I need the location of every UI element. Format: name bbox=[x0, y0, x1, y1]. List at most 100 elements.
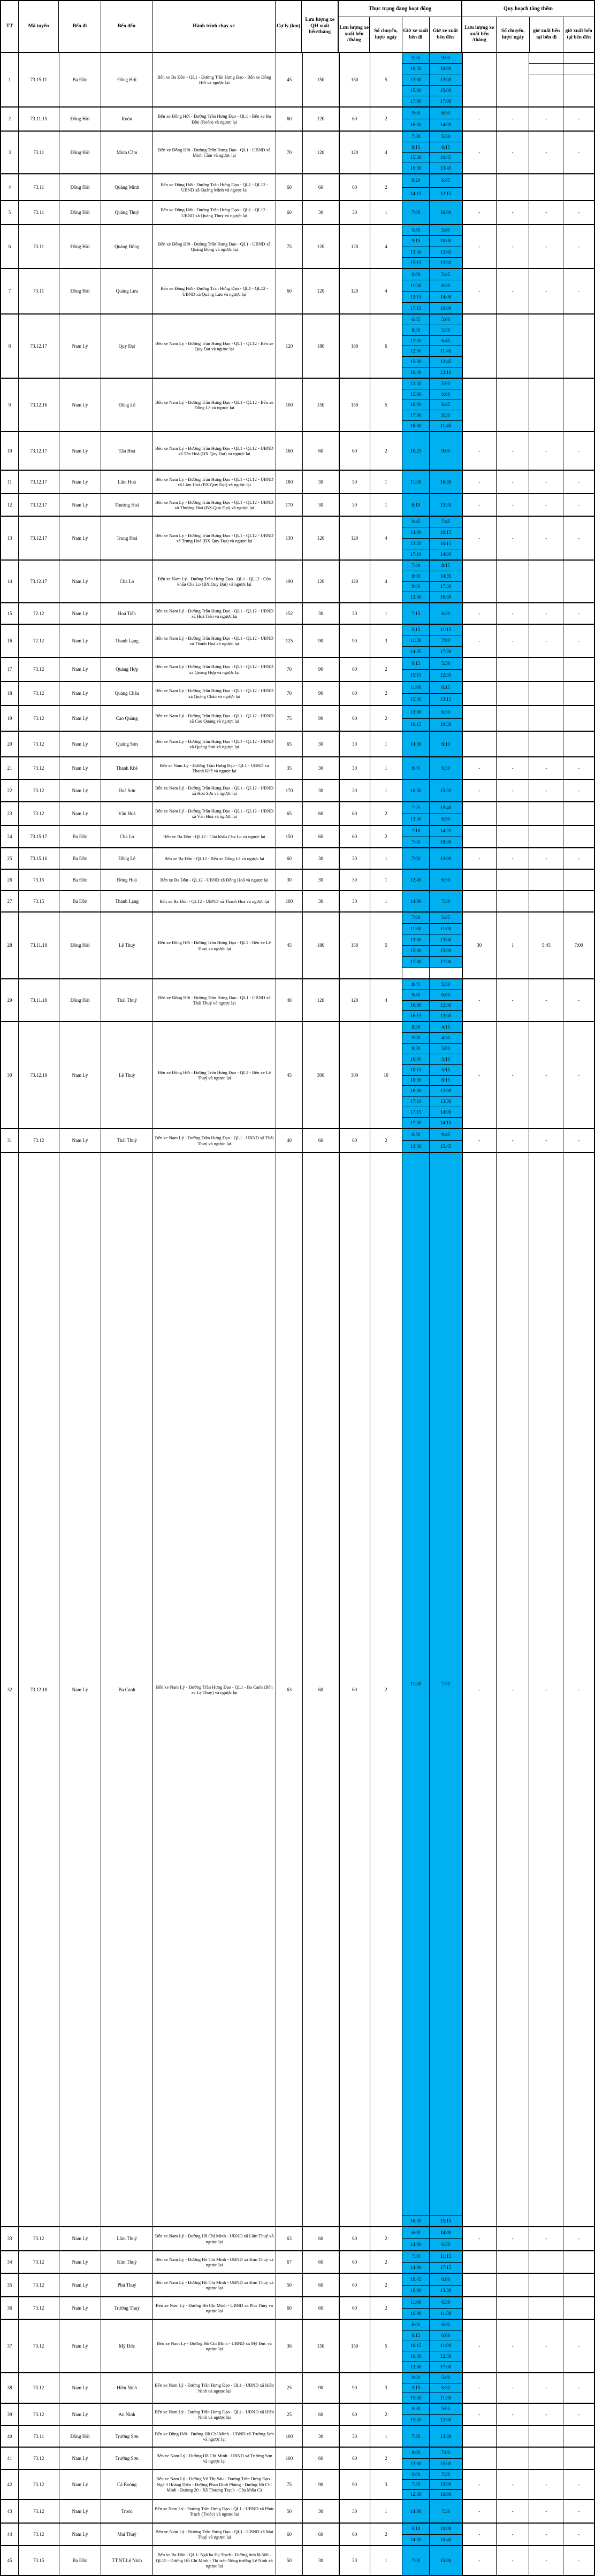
cell-plan-trips: - bbox=[495, 269, 529, 313]
cell-plan-depart-time bbox=[529, 658, 563, 681]
time-slot: 5:30 bbox=[430, 132, 462, 142]
cell-qh-flow: 30 bbox=[302, 732, 339, 756]
cell-arrive-station: Trường Thuỷ bbox=[101, 2297, 152, 2319]
cell-qh-flow: 120 bbox=[302, 561, 339, 602]
cell-plan-flow: - bbox=[461, 432, 496, 470]
cell-plan-arrive-time: - bbox=[563, 2500, 594, 2523]
table-row: 16 72.12 Nam Lý Thanh Lạng Bến xe Nam Lý - Đ… bbox=[1, 624, 594, 657]
cell-itinerary: Bến xe Nam Lý - Đường Trần Hưng Đạo - QL… bbox=[152, 802, 276, 825]
cell-plan-trips: - bbox=[495, 848, 529, 869]
time-slot: 6:30 bbox=[430, 603, 462, 624]
cell-plan-flow bbox=[461, 315, 496, 378]
cell-plan-arrive-time bbox=[563, 561, 594, 602]
cell-plan-trips bbox=[495, 315, 529, 378]
cell-depart-station: Nam Lý bbox=[58, 2373, 101, 2403]
cell-route-code: 73.12.17 bbox=[18, 315, 59, 378]
cell-current-flow: 60 bbox=[338, 2251, 370, 2273]
cell-plan-flow bbox=[461, 682, 496, 705]
cell-arrive-station: Lệ Thuỷ bbox=[101, 913, 152, 978]
cell-route-code: 73.12.17 bbox=[18, 494, 59, 516]
cell-plan-arrive-time: - bbox=[563, 132, 594, 173]
cell-plan-trips: - bbox=[495, 625, 529, 657]
time-slot: 17:30 bbox=[430, 646, 462, 657]
time-slot: 8:15 bbox=[430, 561, 462, 571]
cell-plan-depart-time bbox=[529, 826, 563, 847]
table-row: 37 73.12 Nam Lý Mỹ Đức Bến xe Nam Lý - Đường… bbox=[1, 2319, 594, 2372]
cell-arrival-times: 4:15 4:30 5:00 5:10 5:15 6:15 12:00 13:30 14:00 1… bbox=[429, 1022, 462, 1128]
cell-route-code: 73.12.17 bbox=[18, 517, 59, 559]
cell-depart-station: Nam Lý bbox=[58, 658, 101, 681]
cell-qh-flow: 30 bbox=[302, 201, 339, 224]
cell-qh-flow: 60 bbox=[302, 1129, 339, 1152]
time-slot: 11:00 bbox=[402, 682, 430, 693]
cell-tt: 2 bbox=[8, 116, 11, 121]
cell-qh-flow: 90 bbox=[302, 706, 339, 731]
cell-itinerary: Bến xe Nam Lý - Đường Trần Hưng Đạo - QL… bbox=[152, 732, 276, 756]
cell-plan-depart-time: - bbox=[529, 132, 563, 173]
table-row: 35 73.12 Nam Lý Phú Thuỷ Bến xe Nam Lý - Đườ… bbox=[1, 2273, 594, 2296]
cell-arrival-times: 10:00 16:40 bbox=[429, 2524, 462, 2545]
cell-current-flow: 60 bbox=[338, 2274, 370, 2296]
time-slot: 14:20 bbox=[430, 826, 462, 837]
time-slot: 17:00 bbox=[402, 410, 430, 421]
cell-plan-flow: 30 bbox=[461, 913, 496, 978]
cell-tt: 19 bbox=[7, 715, 12, 721]
table-row: 14 73.12.17 Nam Lý Cha Lo Bến xe Nam Lý - Đư… bbox=[1, 559, 594, 602]
cell-current-flow: 60 bbox=[338, 802, 370, 825]
cell-arrive-station: Roòn bbox=[101, 108, 152, 131]
table-row: 15 72.12 Nam Lý Hoá Tiến Bến xe Nam Lý - Đườ… bbox=[1, 602, 594, 624]
cell-itinerary: Bến xe Đồng Hới - Đường Trần Hưng Đạo - … bbox=[152, 1022, 276, 1128]
cell-plan-flow: - bbox=[461, 2404, 496, 2425]
cell-qh-flow: 60 bbox=[302, 432, 339, 470]
cell-qh-flow: 90 bbox=[302, 625, 339, 657]
cell-arrive-station: Trung Hoá bbox=[101, 517, 152, 559]
time-slot: 17:10 bbox=[402, 548, 430, 559]
cell-qh-flow: 30 bbox=[302, 757, 339, 779]
time-slot: 15:15 bbox=[430, 2215, 462, 2226]
cell-tt: 13 bbox=[7, 535, 12, 541]
cell-route-code: 73.12 bbox=[18, 682, 59, 705]
cell-arrive-station: Cao Quảng bbox=[101, 706, 152, 731]
cell-current-flow: 60 bbox=[338, 2448, 370, 2469]
time-slot: 10:00 bbox=[402, 1053, 430, 1064]
cell-route-code: 73.12 bbox=[18, 2470, 59, 2499]
time-slot: 7:00 bbox=[402, 836, 430, 847]
cell-distance: 63 bbox=[276, 2227, 302, 2250]
time-slot: 5:30 bbox=[430, 2382, 462, 2393]
cell-arrival-times: 5:45 11:00 13:00 15:00 17:00 bbox=[429, 913, 462, 978]
cell-qh-flow: 150 bbox=[302, 379, 339, 431]
cell-departure-times: 9:00 9:15 15:00 bbox=[402, 2373, 430, 2403]
time-slot: 6:00 bbox=[402, 269, 430, 280]
cell-qh-flow: 150 bbox=[302, 2320, 339, 2372]
cell-qh-flow: 120 bbox=[302, 979, 339, 1021]
cell-plan-flow: - bbox=[461, 517, 496, 559]
time-slot: 18:00 bbox=[430, 836, 462, 847]
cell-plan-trips: - bbox=[495, 2470, 529, 2499]
cell-plan-trips: - bbox=[495, 603, 529, 624]
cell-current-flow: 30 bbox=[338, 2500, 370, 2523]
time-slot: 16:15 bbox=[430, 538, 462, 549]
cell-plan-depart-time: - bbox=[529, 979, 563, 1021]
cell-depart-station: Ba Đồn bbox=[58, 848, 101, 869]
cell-departure-times: 6:00 6:15 10:15 10:30 13:00 bbox=[402, 2320, 430, 2372]
cell-arrival-times: 7:30 bbox=[429, 2500, 462, 2523]
cell-current-flow: 150 bbox=[338, 2320, 370, 2372]
cell-distance: 180 bbox=[276, 471, 302, 493]
cell-current-flow: 60 bbox=[338, 1129, 370, 1152]
cell-distance: 36 bbox=[276, 2320, 302, 2372]
time-slot: 5:30 bbox=[430, 2320, 462, 2330]
cell-departure-times: 9:45 14:00 13:20 17:10 bbox=[402, 517, 430, 559]
time-slot: 6:00 bbox=[430, 2329, 462, 2341]
time-slot: 7:00 bbox=[402, 201, 430, 224]
time-slot: 7:10 bbox=[402, 826, 430, 837]
cell-departure-times: 7:10 7:00 bbox=[402, 826, 430, 847]
cell-tt: 38 bbox=[7, 2385, 12, 2390]
cell-current-flow: 120 bbox=[338, 979, 370, 1021]
cell-arrive-station: Lệ Thuỷ bbox=[101, 1022, 152, 1128]
cell-plan-trips: - bbox=[495, 201, 529, 224]
cell-plan-flow bbox=[461, 53, 496, 106]
table-row: 18 73.12 Nam Lý Quảng Châu Bến xe Nam Lý - Đ… bbox=[1, 681, 594, 705]
time-slot: 8:30 bbox=[430, 280, 462, 291]
cell-distance: 75 bbox=[276, 225, 302, 268]
cell-plan-depart-time: - bbox=[529, 2227, 563, 2250]
